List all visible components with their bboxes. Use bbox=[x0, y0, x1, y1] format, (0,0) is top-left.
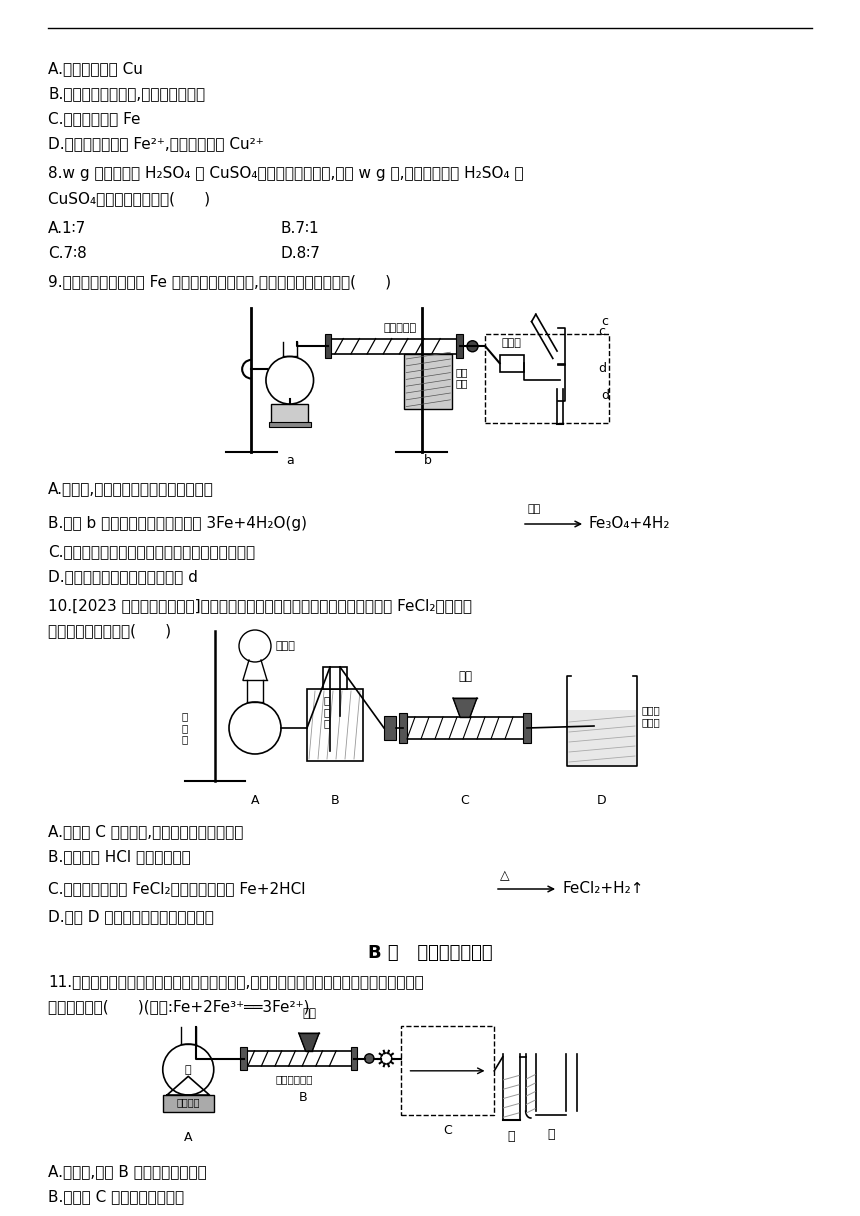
Text: 10.[2023 山西吕梁高一期中]某研究小组用如图所示装置模拟工业上生产无水 FeCl₂的过程。: 10.[2023 山西吕梁高一期中]某研究小组用如图所示装置模拟工业上生产无水 … bbox=[48, 598, 472, 613]
Bar bbox=[568, 710, 636, 765]
Text: △: △ bbox=[500, 869, 510, 882]
Text: b: b bbox=[424, 455, 433, 467]
Bar bbox=[268, 422, 311, 427]
Text: A: A bbox=[251, 794, 259, 807]
Text: 浓盐酸: 浓盐酸 bbox=[275, 641, 295, 651]
Text: B 级   关键能力提升练: B 级 关键能力提升练 bbox=[368, 944, 492, 962]
Circle shape bbox=[229, 702, 281, 754]
Text: 水: 水 bbox=[185, 1064, 192, 1075]
Text: 9.用如图所示装置进行 Fe 与水蒸气反应的实验,下列有关说法正确的是(      ): 9.用如图所示装置进行 Fe 与水蒸气反应的实验,下列有关说法正确的是( ) bbox=[48, 274, 391, 289]
Bar bbox=[243, 1051, 354, 1066]
Bar bbox=[307, 689, 363, 761]
Text: B: B bbox=[331, 794, 340, 807]
Text: d: d bbox=[599, 361, 606, 375]
Circle shape bbox=[467, 340, 478, 351]
Text: C.利用该装置制备 FeCl₂的原理可表示为 Fe+2HCl: C.利用该装置制备 FeCl₂的原理可表示为 Fe+2HCl bbox=[48, 882, 305, 896]
Circle shape bbox=[239, 630, 271, 662]
Circle shape bbox=[163, 1045, 214, 1096]
Text: 说法正确的是(      )(提示:Fe+2Fe³⁺══3Fe²⁺): 说法正确的是( )(提示:Fe+2Fe³⁺══3Fe²⁺) bbox=[48, 1000, 310, 1014]
Text: c: c bbox=[599, 325, 605, 338]
Bar bbox=[404, 354, 452, 409]
Text: B.7∶1: B.7∶1 bbox=[280, 221, 318, 236]
Text: C.干燥管中加入的固体干燥剂不可以是无水氯化钙: C.干燥管中加入的固体干燥剂不可以是无水氯化钙 bbox=[48, 544, 255, 559]
Text: C.不溶物一定是 Fe: C.不溶物一定是 Fe bbox=[48, 111, 140, 126]
Bar bbox=[384, 716, 396, 741]
Text: A: A bbox=[184, 1131, 193, 1144]
Bar bbox=[324, 334, 331, 359]
Text: B: B bbox=[298, 1091, 307, 1104]
Text: 下列说法中正确的是(      ): 下列说法中正确的是( ) bbox=[48, 623, 171, 638]
Circle shape bbox=[365, 1054, 374, 1063]
Bar bbox=[399, 713, 407, 743]
Text: A.实验时,先点燃酒精喷灯再点燃酒精灯: A.实验时,先点燃酒精喷灯再点燃酒精灯 bbox=[48, 482, 214, 496]
Text: d: d bbox=[602, 389, 610, 401]
Bar bbox=[271, 404, 309, 423]
Text: A.不溶物一定是 Cu: A.不溶物一定是 Cu bbox=[48, 61, 143, 75]
Text: 铁粉: 铁粉 bbox=[302, 1007, 316, 1020]
Text: 干燥管: 干燥管 bbox=[501, 338, 521, 348]
Text: 高温: 高温 bbox=[528, 503, 541, 514]
Text: Fe₃O₄+4H₂: Fe₃O₄+4H₂ bbox=[588, 516, 669, 531]
Text: 8.w g 铁粉与含有 H₂SO₄ 的 CuSO₄稀溶液完全反应后,得到 w g 铜,则参与反应的 H₂SO₄ 与: 8.w g 铁粉与含有 H₂SO₄ 的 CuSO₄稀溶液完全反应后,得到 w g… bbox=[48, 167, 524, 181]
Text: 加热装置: 加热装置 bbox=[176, 1097, 200, 1107]
Text: 11.某同学设计如下装置进行铁与水反应的实验,虚线框处的装置用来检验生成的气体。下列: 11.某同学设计如下装置进行铁与水反应的实验,虚线框处的装置用来检验生成的气体。… bbox=[48, 974, 424, 989]
Bar bbox=[323, 668, 347, 689]
Bar bbox=[240, 1047, 247, 1070]
Text: B.虚线框 C 处应该选择装置甲: B.虚线框 C 处应该选择装置甲 bbox=[48, 1189, 184, 1204]
Text: D.收集反应产生的气体选用装置 d: D.收集反应产生的气体选用装置 d bbox=[48, 569, 198, 584]
Text: D: D bbox=[597, 794, 607, 807]
Text: 甲: 甲 bbox=[507, 1130, 515, 1143]
Text: D.滤液中一定含有 Fe²⁺,但不一定含有 Cu²⁺: D.滤液中一定含有 Fe²⁺,但不一定含有 Cu²⁺ bbox=[48, 136, 264, 151]
Bar bbox=[351, 1047, 358, 1070]
Bar bbox=[163, 1096, 214, 1113]
Bar bbox=[485, 333, 609, 423]
Text: 高温加热装置: 高温加热装置 bbox=[276, 1074, 313, 1083]
Text: C: C bbox=[443, 1124, 452, 1137]
Text: B.不溶物一定含有铜,但不一定含有铁: B.不溶物一定含有铜,但不一定含有铁 bbox=[48, 86, 206, 101]
Text: FeCl₂+H₂↑: FeCl₂+H₂↑ bbox=[562, 882, 643, 896]
Text: 酒精
喷灯: 酒精 喷灯 bbox=[456, 367, 468, 388]
Text: A.实验后,装置 B 中生成红棕色固体: A.实验后,装置 B 中生成红棕色固体 bbox=[48, 1164, 206, 1180]
Text: 氢氧化
钠溶液: 氢氧化 钠溶液 bbox=[642, 705, 660, 727]
Polygon shape bbox=[453, 698, 477, 717]
Text: CuSO₄的物质的量之比为(      ): CuSO₄的物质的量之比为( ) bbox=[48, 191, 210, 206]
Bar bbox=[500, 355, 524, 372]
Text: C: C bbox=[461, 794, 470, 807]
Text: 铁粉: 铁粉 bbox=[458, 670, 472, 683]
Text: 毛
细
管: 毛 细 管 bbox=[181, 711, 188, 744]
Text: a: a bbox=[286, 455, 293, 467]
Text: D.装置 D 适合处理该实验的所有尾气: D.装置 D 适合处理该实验的所有尾气 bbox=[48, 910, 214, 924]
Text: C.7∶8: C.7∶8 bbox=[48, 246, 87, 261]
Text: A.1∶7: A.1∶7 bbox=[48, 221, 86, 236]
Polygon shape bbox=[298, 1034, 319, 1051]
Text: 浓
硫
酸: 浓 硫 酸 bbox=[324, 696, 330, 728]
Text: A.先点燃 C 处酒精灯,再打开分液漏斗的活塞: A.先点燃 C 处酒精灯,再打开分液漏斗的活塞 bbox=[48, 824, 243, 839]
Text: 硬质玻璃管: 硬质玻璃管 bbox=[384, 322, 417, 333]
Bar bbox=[328, 338, 460, 354]
Text: c: c bbox=[602, 315, 609, 328]
Bar bbox=[401, 1026, 494, 1115]
Circle shape bbox=[381, 1053, 392, 1064]
Text: D.8∶7: D.8∶7 bbox=[280, 246, 320, 261]
Bar bbox=[523, 713, 531, 743]
Text: B.装置 b 发生反应的化学方程式为 3Fe+4H₂O(g): B.装置 b 发生反应的化学方程式为 3Fe+4H₂O(g) bbox=[48, 516, 307, 531]
Bar bbox=[457, 334, 464, 359]
Text: B.本实验中 HCl 只体现挥发性: B.本实验中 HCl 只体现挥发性 bbox=[48, 849, 191, 865]
Text: 乙: 乙 bbox=[548, 1128, 555, 1141]
Bar bbox=[403, 717, 527, 739]
